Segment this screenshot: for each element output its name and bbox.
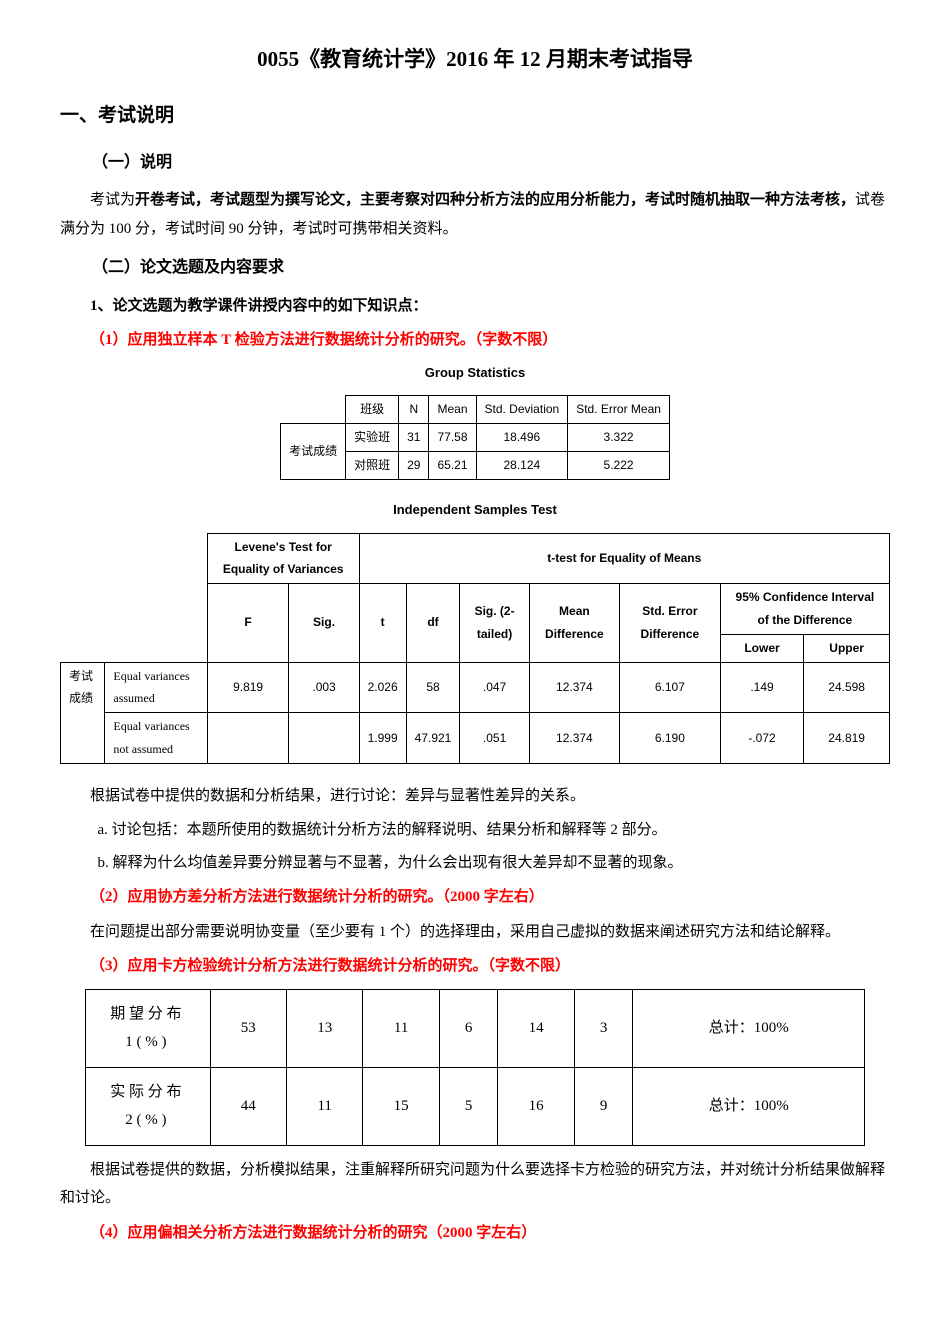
r1-df: 58 [406,662,460,713]
point-1: 1、论文选题为教学课件讲授内容中的如下知识点： [60,292,890,321]
r1-t: 2.026 [359,662,406,713]
g2-se: 5.222 [568,452,670,480]
t3-r1c6: 3 [574,989,633,1067]
r1-meandiff: 12.374 [529,662,619,713]
g2-mean: 65.21 [429,452,476,480]
r1-label: Equal variances assumed [105,662,207,713]
rowvar: 考试成绩 [281,424,346,480]
t3-r1c3: 11 [363,989,439,1067]
r2-t: 1.999 [359,713,406,764]
t3-r2c4: 5 [439,1067,498,1145]
col-df: df [406,584,460,662]
col-sediff: Std. Error Difference [620,584,721,662]
r2-sig [289,713,359,764]
t3-r2-total: 总计：100% [633,1067,865,1145]
t3-r2c2: 11 [287,1067,363,1145]
col-lower: Lower [720,634,803,662]
exam-description: 考试为开卷考试，考试题型为撰写论文，主要考察对四种分析方法的应用分析能力，考试时… [60,186,890,243]
t3-r1-total: 总计：100% [633,989,865,1067]
r1-F: 9.819 [207,662,289,713]
r2-F [207,713,289,764]
t3-r2c1: 44 [210,1067,286,1145]
t3-row2-label: 实际分布2(%) [85,1067,210,1145]
r2-meandiff: 12.374 [529,713,619,764]
topic-2: （2）应用协方差分析方法进行数据统计分析的研究。（2000 字左右） [60,883,890,912]
text: 考试为 [90,192,135,208]
col-sd: Std. Deviation [476,396,568,424]
topic-1: （1）应用独立样本 T 检验方法进行数据统计分析的研究。（字数不限） [60,326,890,355]
r2-lower: -.072 [720,713,803,764]
subsection-1-2: （二）论文选题及内容要求 [60,253,890,283]
r2-df: 47.921 [406,713,460,764]
col-t: t [359,584,406,662]
r2-label: Equal variances not assumed [105,713,207,764]
g1-mean: 77.58 [429,424,476,452]
r2-sig2: .051 [460,713,529,764]
g2-name: 对照班 [346,452,399,480]
t3-r2c3: 15 [363,1067,439,1145]
h-ci: 95% Confidence Interval of the Differenc… [720,584,889,635]
r1-lower: .149 [720,662,803,713]
h-levene: Levene's Test for Equality of Variances [207,533,359,584]
g2-sd: 28.124 [476,452,568,480]
t3-r1c2: 13 [287,989,363,1067]
col-F: F [207,584,289,662]
h-ttest: t-test for Equality of Means [359,533,889,584]
subsection-1-1: （一）说明 [60,148,890,178]
col-meandiff: Mean Difference [529,584,619,662]
topic3-desc: 根据试卷提供的数据，分析模拟结果，注重解释所研究问题为什么要选择卡方检验的研究方… [60,1156,890,1213]
col-upper: Upper [804,634,890,662]
g2-n: 29 [399,452,429,480]
section-1-heading: 一、考试说明 [60,98,890,134]
col-mean: Mean [429,396,476,424]
topic-4: （4）应用偏相关分析方法进行数据统计分析的研究（2000 字左右） [60,1219,890,1248]
t3-r1c5: 14 [498,989,574,1067]
r2-upper: 24.819 [804,713,890,764]
r1-sig2: .047 [460,662,529,713]
r1-upper: 24.598 [804,662,890,713]
col-group: 班级 [346,396,399,424]
g1-name: 实验班 [346,424,399,452]
t3-r2c5: 16 [498,1067,574,1145]
g1-se: 3.322 [568,424,670,452]
r1-sediff: 6.107 [620,662,721,713]
topic1-point-b: b. 解释为什么均值差异要分辨显著与不显著，为什么会出现有很大差异却不显著的现象… [60,849,890,878]
col-sig: Sig. [289,584,359,662]
table2-caption: Independent Samples Test [60,498,890,523]
table1-caption: Group Statistics [60,361,890,386]
page-title: 0055《教育统计学》2016 年 12 月期末考试指导 [60,40,890,80]
independent-samples-test-table: Levene's Test for Equality of Variances … [60,533,890,764]
bold-text: 开卷考试，考试题型为撰写论文，主要考察对四种分析方法的应用分析能力，考试时随机抽… [135,192,855,208]
group-statistics-table: 班级 N Mean Std. Deviation Std. Error Mean… [280,395,670,479]
col-se: Std. Error Mean [568,396,670,424]
g1-n: 31 [399,424,429,452]
rowvar2: 考试成绩 [61,662,105,763]
col-n: N [399,396,429,424]
t3-r1c4: 6 [439,989,498,1067]
topic1-discussion-intro: 根据试卷中提供的数据和分析结果，进行讨论：差异与显著性差异的关系。 [60,782,890,811]
col-sig2: Sig. (2-tailed) [460,584,529,662]
t3-row1-label: 期望分布1(%) [85,989,210,1067]
g1-sd: 18.496 [476,424,568,452]
t3-r2c6: 9 [574,1067,633,1145]
topic1-point-a: a. 讨论包括：本题所使用的数据统计分析方法的解释说明、结果分析和解释等 2 部… [60,816,890,845]
r2-sediff: 6.190 [620,713,721,764]
r1-sig: .003 [289,662,359,713]
topic-3: （3）应用卡方检验统计分析方法进行数据统计分析的研究。（字数不限） [60,952,890,981]
t3-r1c1: 53 [210,989,286,1067]
chi-square-data-table: 期望分布1(%) 53 13 11 6 14 3 总计：100% 实际分布2(%… [85,989,865,1146]
topic2-desc: 在问题提出部分需要说明协变量（至少要有 1 个）的选择理由，采用自己虚拟的数据来… [60,918,890,947]
